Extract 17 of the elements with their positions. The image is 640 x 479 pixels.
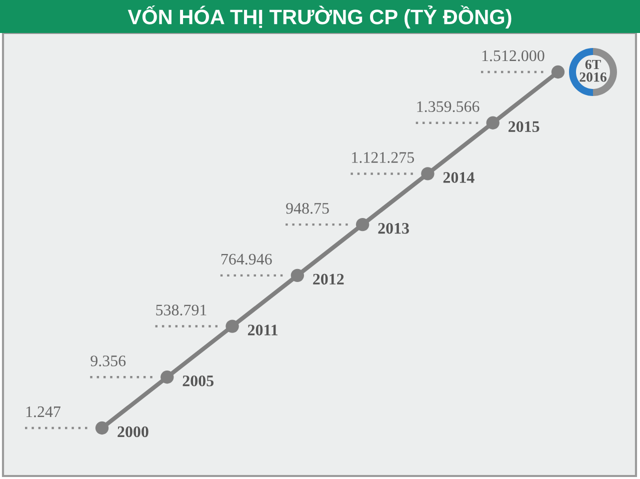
data-label: 1.121.275 — [352, 152, 414, 163]
data-label: 1.247 — [26, 406, 60, 418]
category-label: 2011 — [248, 324, 278, 336]
category-label: 6T 2016 — [580, 60, 606, 82]
category-label: 2012 — [313, 274, 344, 285]
text: VỐN HÓA THỊ TRƯỜNG CP (TỶ ĐỒNG) — [128, 6, 512, 28]
category-label: 2000 — [118, 426, 148, 438]
category-label: 2014 — [443, 172, 474, 183]
category-label: 2015 — [508, 121, 540, 132]
data-label: 1.512.000 — [482, 50, 544, 62]
data-label: 764.946 — [221, 254, 272, 265]
category-label: 2005 — [182, 376, 214, 386]
data-label: 538.791 — [156, 304, 206, 316]
data-label: 9.356 — [90, 356, 126, 366]
category-label: 2013 — [378, 222, 409, 234]
data-label: 948.75 — [286, 202, 329, 214]
data-label: 1.359.566 — [417, 101, 480, 112]
